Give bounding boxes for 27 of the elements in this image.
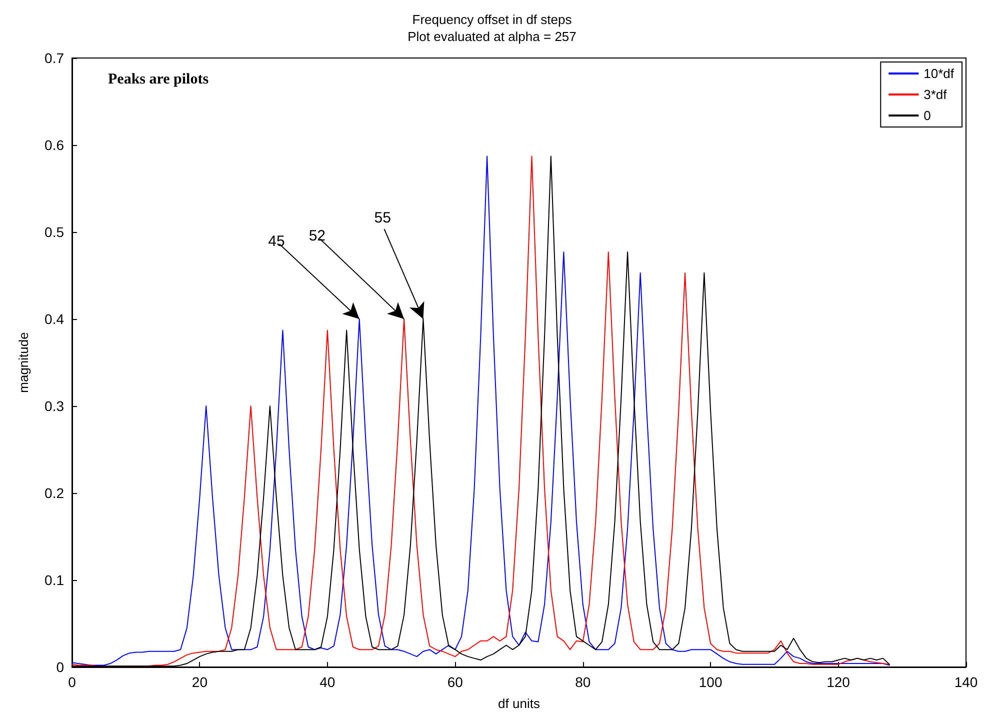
y-tick-label: 0.7 bbox=[44, 50, 64, 66]
y-tick-label: 0.2 bbox=[44, 485, 64, 501]
x-tick-label: 40 bbox=[320, 674, 336, 690]
y-tick-label: 0.3 bbox=[44, 398, 64, 414]
annotation: 45 bbox=[268, 232, 285, 250]
y-tick-label: 0.4 bbox=[44, 311, 64, 327]
y-tick-label: 0.1 bbox=[44, 572, 64, 588]
x-tick-label: 140 bbox=[954, 674, 978, 690]
legend-label: 3*df bbox=[924, 87, 948, 102]
y-axis-title: magnitude bbox=[16, 332, 31, 393]
y-tick-label: 0 bbox=[56, 659, 64, 675]
x-tick-label: 20 bbox=[192, 674, 208, 690]
annotation: Peaks are pilots bbox=[108, 72, 209, 88]
x-tick-label: 120 bbox=[826, 674, 850, 690]
chart-title: Frequency offset in df steps bbox=[412, 12, 572, 27]
x-tick-label: 100 bbox=[698, 674, 722, 690]
x-axis-title: df units bbox=[498, 696, 540, 711]
legend-label: 0 bbox=[924, 108, 931, 123]
legend-label: 10*df bbox=[924, 66, 954, 81]
x-tick-label: 0 bbox=[68, 674, 76, 690]
y-tick-label: 0.5 bbox=[44, 224, 64, 240]
chart-subtitle: Plot evaluated at alpha = 257 bbox=[408, 29, 576, 44]
annotation: 52 bbox=[308, 228, 326, 245]
x-tick-label: 80 bbox=[575, 674, 591, 690]
annotation: 55 bbox=[374, 209, 391, 226]
y-tick-label: 0.6 bbox=[44, 137, 64, 153]
x-tick-label: 60 bbox=[447, 674, 464, 690]
